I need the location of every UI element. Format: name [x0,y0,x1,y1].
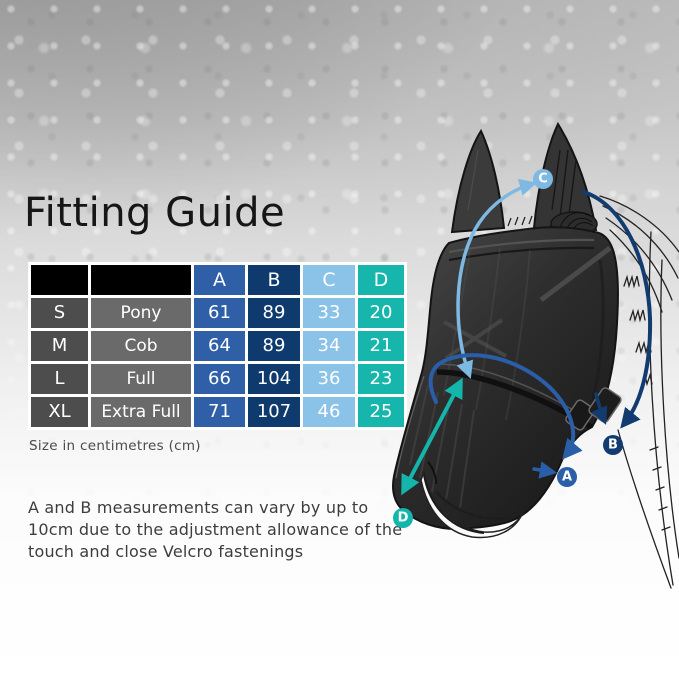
value-cell-b: 104 [248,364,300,394]
horse-flymask-illustration: C A B D [392,121,679,589]
fit-cell: Cob [91,331,191,361]
table-row: M Cob 64 89 34 21 [31,331,404,361]
value-cell-c: 36 [303,364,355,394]
measure-d-line [401,377,463,496]
value-cell-c: 46 [303,397,355,427]
value-cell-c: 34 [303,331,355,361]
marker-b-label: B [608,438,618,453]
column-header-c: C [303,265,355,295]
table-row: S Pony 61 89 33 20 [31,298,404,328]
table-header-row: A B C D [31,265,404,295]
column-header-b: B [248,265,300,295]
value-cell-d: 20 [358,298,404,328]
measurement-disclaimer: A and B measurements can vary by up to 1… [28,497,402,563]
size-cell: M [31,331,88,361]
size-chart-table: A B C D S Pony 61 89 33 20 M Cob 64 89 3… [28,262,407,430]
measure-a-arc [428,353,583,460]
value-cell-b: 107 [248,397,300,427]
value-cell-d: 21 [358,331,404,361]
value-cell-a: 66 [194,364,245,394]
marker-b-badge [603,435,623,455]
marker-a-badge [557,467,577,487]
measure-b-pointer [591,392,608,425]
marker-d-badge [393,508,413,528]
size-cell: XL [31,397,88,427]
value-cell-a: 61 [194,298,245,328]
value-cell-b: 89 [248,298,300,328]
header-corner-cell [31,265,88,295]
column-header-d: D [358,265,404,295]
value-cell-d: 23 [358,364,404,394]
page-title: Fitting Guide [24,190,286,236]
marker-c-label: C [538,172,548,187]
size-cell: S [31,298,88,328]
disclaimer-line: touch and close Velcro fastenings [28,542,304,561]
measurement-arrows [401,178,653,496]
measure-b-arc [582,190,653,429]
measure-a-pointer [532,461,558,479]
value-cell-a: 64 [194,331,245,361]
marker-a-label: A [562,470,572,485]
table-row: L Full 66 104 36 23 [31,364,404,394]
table-row: XL Extra Full 71 107 46 25 [31,397,404,427]
value-cell-d: 25 [358,397,404,427]
fit-cell: Pony [91,298,191,328]
fit-cell: Extra Full [91,397,191,427]
value-cell-a: 71 [194,397,245,427]
fit-cell: Full [91,364,191,394]
column-header-a: A [194,265,245,295]
header-corner-cell [91,265,191,295]
measure-c-arc [456,178,538,379]
marker-d-label: D [398,511,409,526]
size-unit-note: Size in centimetres (cm) [29,438,201,454]
marker-c-badge [533,169,553,189]
value-cell-c: 33 [303,298,355,328]
value-cell-b: 89 [248,331,300,361]
size-cell: L [31,364,88,394]
marker-badges: C A B D [393,169,623,528]
disclaimer-line: A and B measurements can vary by up to [28,498,369,517]
disclaimer-line: 10cm due to the adjustment allowance of … [28,520,403,539]
